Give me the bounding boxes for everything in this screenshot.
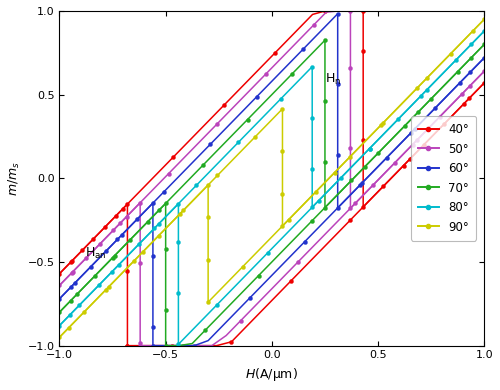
Text: H$_{\rm n}$: H$_{\rm n}$ (325, 72, 341, 87)
X-axis label: $H$(A/μm): $H$(A/μm) (246, 366, 298, 383)
Text: H$_{\rm an}$: H$_{\rm an}$ (85, 246, 106, 261)
Legend: 40°, 50°, 60°, 70°, 80°, 90°: 40°, 50°, 60°, 70°, 80°, 90° (410, 116, 476, 241)
Y-axis label: $m/m_s$: $m/m_s$ (7, 161, 22, 196)
